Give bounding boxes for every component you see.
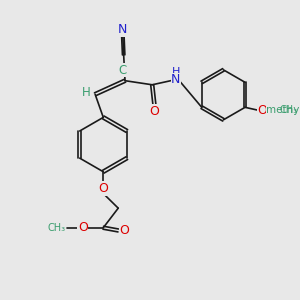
- Text: O: O: [149, 105, 159, 118]
- Text: H: H: [172, 67, 180, 77]
- Text: CH₃: CH₃: [279, 105, 297, 115]
- Text: O: O: [78, 221, 88, 234]
- Text: N: N: [118, 23, 128, 36]
- Text: O: O: [119, 224, 129, 237]
- Text: H: H: [82, 85, 91, 99]
- Text: CH₃: CH₃: [47, 223, 65, 233]
- Text: C: C: [119, 64, 127, 77]
- Text: N: N: [171, 74, 181, 86]
- Text: O: O: [257, 103, 267, 116]
- Text: methyl: methyl: [266, 105, 300, 115]
- Text: O: O: [98, 182, 108, 195]
